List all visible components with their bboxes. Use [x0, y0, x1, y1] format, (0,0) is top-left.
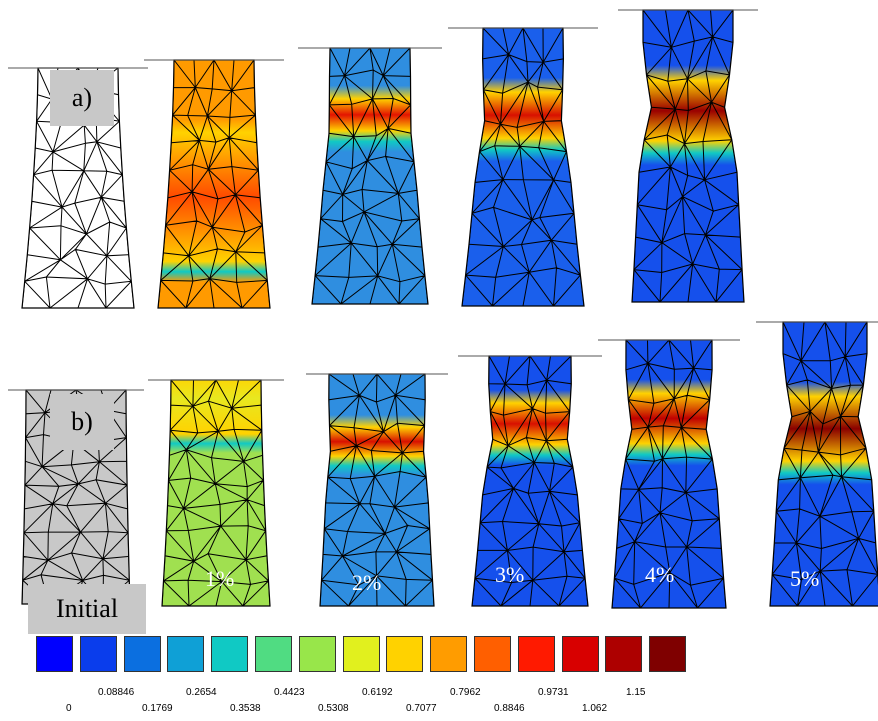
legend-swatch	[211, 636, 249, 672]
row-a-specimen-4	[448, 27, 598, 307]
specimen-outline	[461, 27, 585, 307]
row-b-specimen-4	[458, 355, 602, 607]
legend-swatch	[561, 636, 599, 672]
specimen-outline	[611, 339, 727, 609]
mesh-lines	[462, 28, 584, 306]
legend-tick-label: 0.4423	[274, 687, 305, 698]
legend-swatch	[167, 636, 205, 672]
row-b-specimen-3	[306, 373, 448, 607]
legend-tick-label: 0.6192	[362, 687, 393, 698]
initial-label: Initial	[28, 584, 146, 634]
legend-tick-label: 0.9731	[538, 687, 569, 698]
specimen-fill	[320, 374, 434, 606]
legend-tick-label: 0.7962	[450, 687, 481, 698]
legend-tick-label: 0.5308	[318, 703, 349, 714]
strain-label-1: 1%	[205, 566, 235, 591]
mesh-lines	[472, 356, 588, 606]
specimen-outline	[311, 47, 429, 305]
legend-tick-label: 0	[66, 703, 72, 714]
mesh-lines	[320, 374, 434, 606]
mesh-lines	[632, 10, 744, 302]
legend-swatch	[123, 636, 161, 672]
legend-swatch	[36, 636, 73, 672]
legend-tick-label: 1.062	[582, 703, 608, 714]
mesh-lines	[158, 60, 270, 308]
row-a-specimen-2	[144, 59, 284, 309]
row-a-specimen-3	[298, 47, 442, 305]
mesh-lines	[770, 322, 878, 606]
legend-swatch	[79, 636, 117, 672]
specimen-outline	[21, 67, 135, 309]
strain-label-2: 2%	[352, 570, 382, 595]
legend-swatch	[474, 636, 511, 672]
row-b-specimen-6	[756, 321, 878, 607]
legend-swatch	[605, 636, 643, 672]
row-a-label: a)	[50, 70, 114, 126]
mesh-lines	[312, 48, 428, 304]
legend-tick-label: 1.15	[626, 687, 646, 698]
row-b-specimen-5	[598, 339, 740, 609]
mesh-lines	[162, 380, 270, 606]
specimen-outline	[319, 373, 435, 607]
legend-tick-label: 0.8846	[494, 703, 525, 714]
specimen-outline	[471, 355, 589, 607]
specimen-fill	[462, 28, 584, 306]
specimen-outline	[631, 9, 745, 303]
legend-tick-label: 0.08846	[98, 687, 135, 698]
mesh-lines	[22, 390, 130, 604]
strain-label-4: 4%	[645, 562, 675, 587]
row-a-specimen-5	[618, 9, 758, 303]
specimen-fill	[162, 380, 270, 606]
specimen-outline	[161, 379, 271, 607]
legend-swatch	[517, 636, 555, 672]
legend-tick-label: 0.7077	[406, 703, 437, 714]
legend-tick-label: 0.3538	[230, 703, 261, 714]
specimen-fill	[770, 322, 878, 606]
row-b-label: b)	[50, 394, 114, 450]
legend-swatch	[430, 636, 468, 672]
legend-tick-label: 0.1769	[142, 703, 173, 714]
legend-swatch	[342, 636, 380, 672]
strain-label-5: 5%	[790, 566, 820, 591]
legend-swatch	[386, 636, 424, 672]
strain-label-3: 3%	[495, 562, 525, 587]
legend-tick-label: 0.2654	[186, 687, 217, 698]
legend-swatch	[649, 636, 687, 672]
mesh-lines	[612, 340, 726, 608]
row-b-specimen-2	[148, 379, 284, 607]
specimen-fill	[612, 340, 726, 608]
legend-swatch	[255, 636, 292, 672]
legend-swatch	[298, 636, 336, 672]
specimen-outline	[769, 321, 878, 607]
specimen-outline	[157, 59, 271, 309]
